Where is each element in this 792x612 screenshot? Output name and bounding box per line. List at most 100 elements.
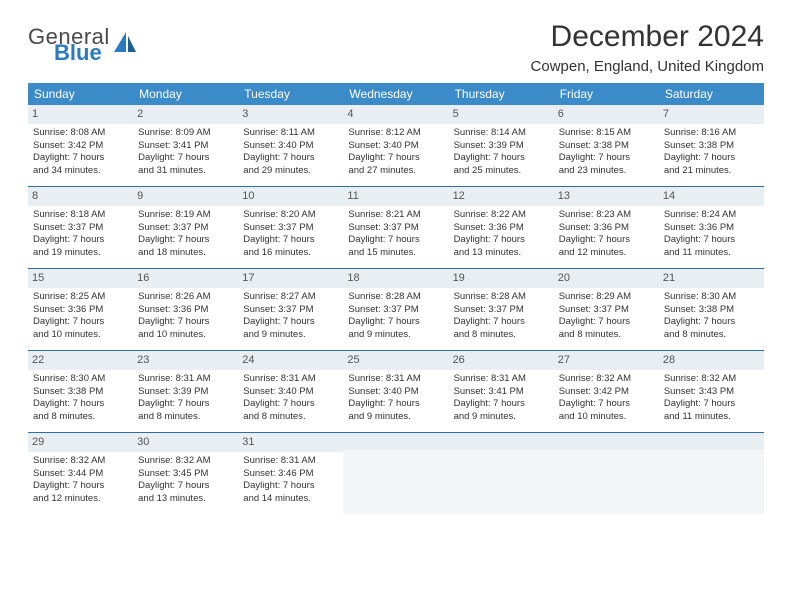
- daylight-text: Daylight: 7 hours: [664, 316, 759, 329]
- calendar-cell: 17 Sunrise: 8:27 AMSunset: 3:37 PMDayligh…: [238, 269, 343, 351]
- daylight-text: and 21 minutes.: [664, 165, 759, 178]
- sunset-text: Sunset: 3:36 PM: [664, 222, 759, 235]
- calendar-cell: 10Sunrise: 8:20 AMSunset: 3:37 PMDayligh…: [238, 187, 343, 269]
- calendar-cell: 7Sunrise: 8:16 AMSunset: 3:38 PMDaylight…: [659, 105, 764, 187]
- logo: General Blue: [28, 20, 138, 64]
- sunset-text: Sunset: 3:38 PM: [664, 140, 759, 153]
- day-number: 6: [554, 105, 659, 124]
- sunrise-text: Sunrise: 8:31 AM: [348, 373, 443, 386]
- daylight-text: Daylight: 7 hours: [138, 480, 233, 493]
- daylight-text: and 9 minutes.: [243, 329, 338, 342]
- calendar-cell: 28Sunrise: 8:32 AMSunset: 3:43 PMDayligh…: [659, 351, 764, 433]
- day-number: 30: [133, 433, 238, 452]
- day-number: 2: [133, 105, 238, 124]
- calendar-cell: 16Sunrise: 8:26 AMSunset: 3:36 PMDayligh…: [133, 269, 238, 351]
- sunrise-text: Sunrise: 8:15 AM: [559, 127, 654, 140]
- header: General Blue December 2024 Cowpen, Engla…: [28, 20, 764, 75]
- daylight-text: and 9 minutes.: [454, 411, 549, 424]
- day-number: 7: [659, 105, 764, 124]
- daylight-text: and 31 minutes.: [138, 165, 233, 178]
- day-number: 23: [133, 351, 238, 370]
- day-number: 19: [449, 269, 554, 288]
- daylight-text: Daylight: 7 hours: [454, 234, 549, 247]
- logo-line2: Blue: [54, 42, 110, 64]
- sunrise-text: Sunrise: 8:31 AM: [454, 373, 549, 386]
- sunrise-text: Sunrise: 8:09 AM: [138, 127, 233, 140]
- daylight-text: Daylight: 7 hours: [33, 316, 128, 329]
- calendar-cell: [659, 433, 764, 515]
- calendar-cell: 12Sunrise: 8:22 AMSunset: 3:36 PMDayligh…: [449, 187, 554, 269]
- daylight-text: and 8 minutes.: [454, 329, 549, 342]
- sunset-text: Sunset: 3:38 PM: [664, 304, 759, 317]
- sunset-text: Sunset: 3:37 PM: [348, 222, 443, 235]
- day-number: 1: [28, 105, 133, 124]
- day-number: 9: [133, 187, 238, 206]
- sunset-text: Sunset: 3:37 PM: [348, 304, 443, 317]
- daylight-text: and 12 minutes.: [559, 247, 654, 260]
- day-number: 29: [28, 433, 133, 452]
- sunrise-text: Sunrise: 8:32 AM: [33, 455, 128, 468]
- day-number: 4: [343, 105, 448, 124]
- sunset-text: Sunset: 3:45 PM: [138, 468, 233, 481]
- daylight-text: Daylight: 7 hours: [243, 316, 338, 329]
- calendar-cell: 26Sunrise: 8:31 AMSunset: 3:41 PMDayligh…: [449, 351, 554, 433]
- daylight-text: and 10 minutes.: [138, 329, 233, 342]
- weekday-header: Monday: [133, 83, 238, 105]
- sunrise-text: Sunrise: 8:32 AM: [559, 373, 654, 386]
- calendar-row: 1Sunrise: 8:08 AMSunset: 3:42 PMDaylight…: [28, 105, 764, 187]
- day-number: 3: [238, 105, 343, 124]
- sunrise-text: Sunrise: 8:18 AM: [33, 209, 128, 222]
- calendar-cell: 13Sunrise: 8:23 AMSunset: 3:36 PMDayligh…: [554, 187, 659, 269]
- sunrise-text: Sunrise: 8:24 AM: [664, 209, 759, 222]
- daylight-text: and 18 minutes.: [138, 247, 233, 260]
- day-number: 16: [133, 269, 238, 288]
- sunrise-text: Sunrise: 8:27 AM: [243, 291, 338, 304]
- sail-icon: [112, 30, 138, 61]
- sunset-text: Sunset: 3:37 PM: [559, 304, 654, 317]
- sunset-text: Sunset: 3:37 PM: [33, 222, 128, 235]
- sunset-text: Sunset: 3:39 PM: [138, 386, 233, 399]
- sunset-text: Sunset: 3:46 PM: [243, 468, 338, 481]
- logo-text-block: General Blue: [28, 26, 110, 64]
- sunrise-text: Sunrise: 8:22 AM: [454, 209, 549, 222]
- sunset-text: Sunset: 3:41 PM: [454, 386, 549, 399]
- day-number: 12: [449, 187, 554, 206]
- calendar-cell: 23Sunrise: 8:31 AMSunset: 3:39 PMDayligh…: [133, 351, 238, 433]
- day-number: 22: [28, 351, 133, 370]
- sunrise-text: Sunrise: 8:31 AM: [243, 455, 338, 468]
- calendar-cell: 29Sunrise: 8:32 AMSunset: 3:44 PMDayligh…: [28, 433, 133, 515]
- sunrise-text: Sunrise: 8:32 AM: [138, 455, 233, 468]
- calendar-cell: 31Sunrise: 8:31 AMSunset: 3:46 PMDayligh…: [238, 433, 343, 515]
- sunset-text: Sunset: 3:37 PM: [243, 304, 338, 317]
- sunrise-text: Sunrise: 8:31 AM: [138, 373, 233, 386]
- sunset-text: Sunset: 3:40 PM: [243, 140, 338, 153]
- sunset-text: Sunset: 3:40 PM: [348, 386, 443, 399]
- calendar-cell: 15Sunrise: 8:25 AMSunset: 3:36 PMDayligh…: [28, 269, 133, 351]
- title-block: December 2024 Cowpen, England, United Ki…: [531, 20, 764, 75]
- daylight-text: Daylight: 7 hours: [559, 316, 654, 329]
- day-number: 21: [659, 269, 764, 288]
- calendar-cell: 6Sunrise: 8:15 AMSunset: 3:38 PMDaylight…: [554, 105, 659, 187]
- calendar-cell: 2Sunrise: 8:09 AMSunset: 3:41 PMDaylight…: [133, 105, 238, 187]
- sunrise-text: Sunrise: 8:08 AM: [33, 127, 128, 140]
- calendar-cell: 21 Sunrise: 8:30 AMSunset: 3:38 PMDayligh…: [659, 269, 764, 351]
- empty-day: [449, 433, 554, 450]
- calendar-cell: 25Sunrise: 8:31 AMSunset: 3:40 PMDayligh…: [343, 351, 448, 433]
- daylight-text: Daylight: 7 hours: [348, 398, 443, 411]
- daylight-text: Daylight: 7 hours: [138, 234, 233, 247]
- daylight-text: and 25 minutes.: [454, 165, 549, 178]
- sunrise-text: Sunrise: 8:30 AM: [664, 291, 759, 304]
- weekday-header-row: SundayMondayTuesdayWednesdayThursdayFrid…: [28, 83, 764, 105]
- day-number: 17: [238, 269, 343, 288]
- daylight-text: and 29 minutes.: [243, 165, 338, 178]
- daylight-text: Daylight: 7 hours: [664, 398, 759, 411]
- daylight-text: Daylight: 7 hours: [348, 316, 443, 329]
- daylight-text: Daylight: 7 hours: [243, 398, 338, 411]
- sunset-text: Sunset: 3:44 PM: [33, 468, 128, 481]
- calendar-cell: 14Sunrise: 8:24 AMSunset: 3:36 PMDayligh…: [659, 187, 764, 269]
- sunrise-text: Sunrise: 8:32 AM: [664, 373, 759, 386]
- sunrise-text: Sunrise: 8:20 AM: [243, 209, 338, 222]
- weekday-header: Wednesday: [343, 83, 448, 105]
- daylight-text: Daylight: 7 hours: [559, 152, 654, 165]
- empty-day: [659, 433, 764, 450]
